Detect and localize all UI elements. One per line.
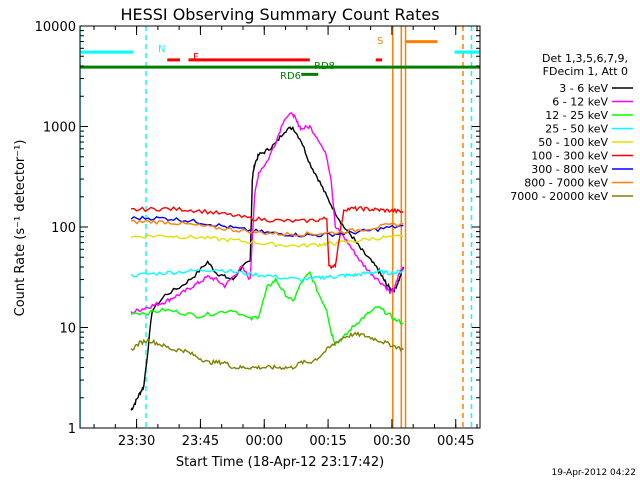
flag-label-s: S — [377, 36, 383, 47]
legend-entry-label-0: 3 - 6 keV — [559, 82, 608, 95]
series-line-4 — [130, 234, 404, 248]
flag-label-n: N — [158, 44, 165, 55]
flag-label-f: F — [193, 52, 199, 63]
x-tick-label-5: 00:45 — [437, 434, 474, 449]
x-tick-label-4: 00:30 — [373, 434, 410, 449]
series-line-5 — [131, 205, 404, 270]
legend-entry-label-6: 300 - 800 keV — [531, 163, 608, 176]
y-tick-label-3: 1000 — [43, 121, 76, 136]
series-line-3 — [130, 268, 404, 283]
series-line-6 — [130, 215, 404, 238]
plot-area: N S F RD6 RD8 — [80, 26, 480, 428]
series-line-0 — [130, 125, 405, 411]
axes: 1 10 100 1000 10000 23:30 23:45 00:00 00:15 00:30… — [35, 20, 481, 449]
x-tick-label-3: 00:15 — [309, 434, 346, 449]
legend: Det 1,3,5,6,7,9,FDecim 1, Att 0 3 - 6 keV… — [510, 52, 633, 203]
y-axis-label: Count Rate (s⁻¹ detector⁻¹) — [13, 140, 28, 317]
legend-entry-label-5: 100 - 300 keV — [531, 150, 608, 163]
legend-entry-label-2: 12 - 25 keV — [545, 109, 608, 122]
flag-label-rd8: RD8 — [314, 61, 335, 72]
y-tick-label-4: 10000 — [35, 20, 76, 35]
y-tick-label-2: 100 — [51, 221, 76, 236]
footer-timestamp: 19-Apr-2012 04:22 — [552, 468, 636, 478]
x-axis-label: Start Time (18-Apr-12 23:17:42) — [176, 455, 384, 470]
legend-header-line-0: Det 1,3,5,6,7,9, — [542, 52, 628, 65]
legend-entry-label-1: 6 - 12 keV — [552, 96, 608, 109]
y-tick-label-1: 10 — [59, 322, 76, 337]
x-tick-label-0: 23:30 — [118, 434, 155, 449]
chart-title: HESSI Observing Summary Count Rates — [120, 5, 439, 24]
series-line-2 — [130, 270, 404, 347]
series-line-1 — [130, 111, 404, 315]
legend-entry-label-3: 25 - 50 keV — [545, 123, 608, 136]
flag-label-rd6: RD6 — [280, 71, 301, 82]
legend-entry-label-7: 800 - 7000 keV — [524, 177, 608, 190]
plot-content: N S F RD6 RD8 — [80, 26, 480, 428]
series-line-8 — [130, 331, 404, 371]
legend-entry-label-8: 7000 - 20000 keV — [510, 190, 608, 203]
legend-entry-label-4: 50 - 100 keV — [538, 136, 608, 149]
series-line-7 — [130, 219, 404, 237]
x-tick-label-1: 23:45 — [182, 434, 219, 449]
y-tick-label-0: 1 — [68, 422, 76, 437]
x-tick-label-2: 00:00 — [246, 434, 283, 449]
legend-header-line-1: FDecim 1, Att 0 — [543, 65, 628, 78]
